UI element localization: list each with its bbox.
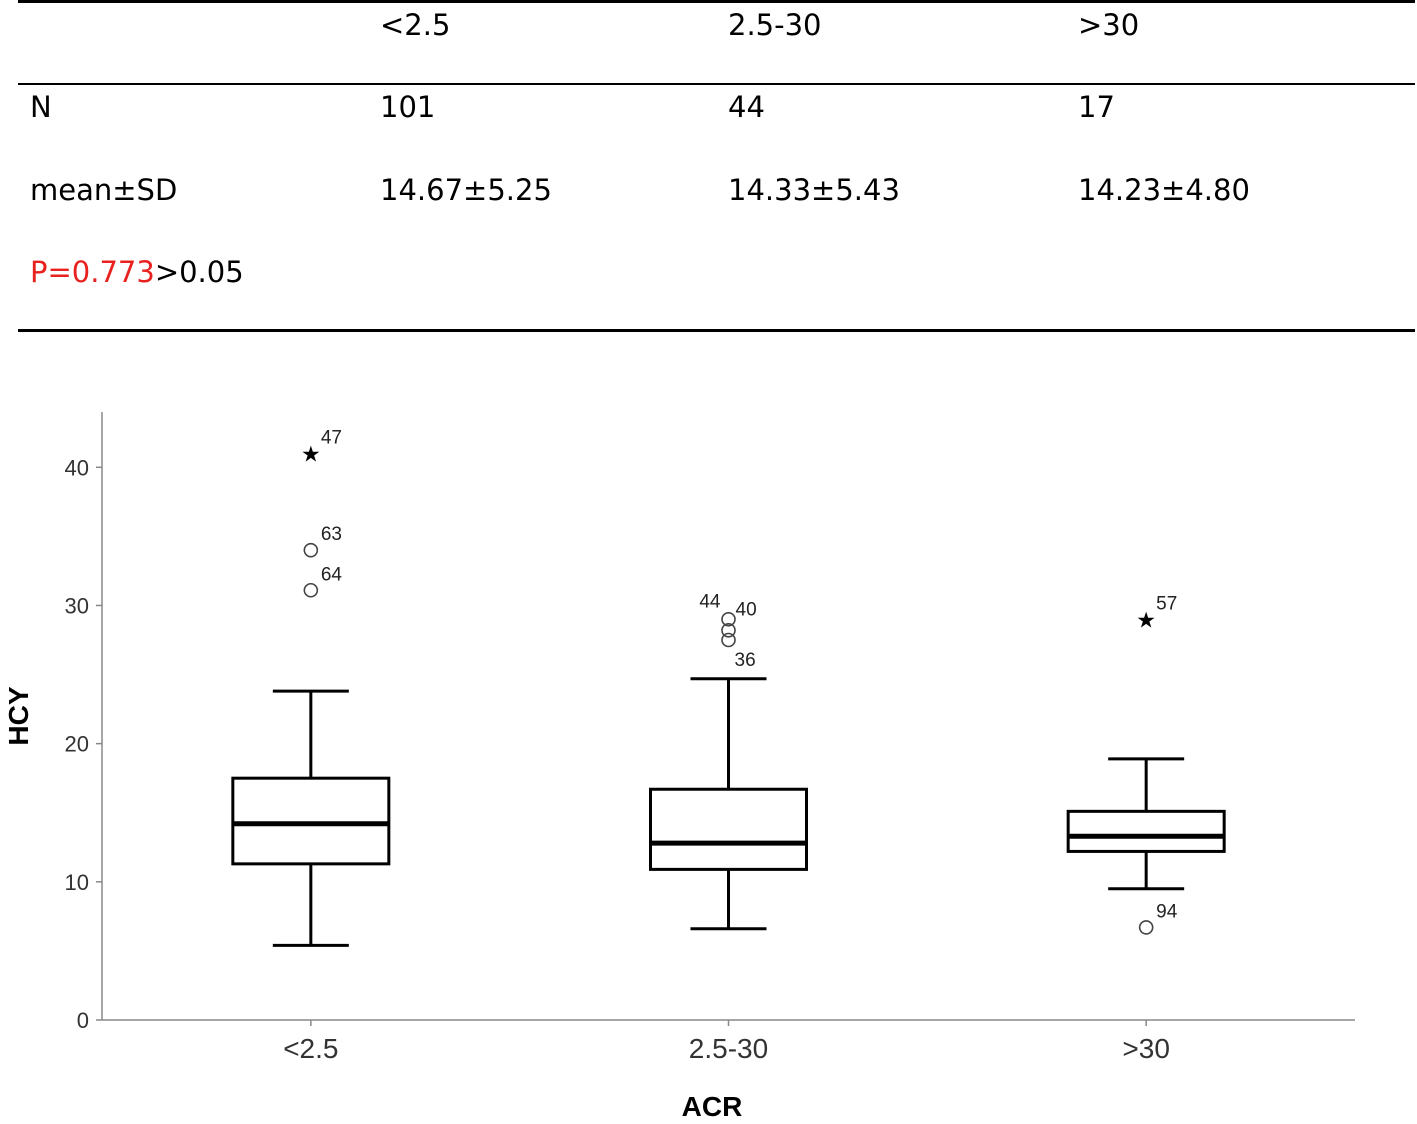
outlier-circle [721,632,736,648]
x-tick-label: 2.5-30 [689,1033,768,1064]
table-top-rule [18,0,1415,3]
x-tick-label: >30 [1122,1033,1170,1064]
iqr-box [649,787,808,871]
table-cell: 101 [380,90,436,124]
y-tick-label: 20 [65,732,89,757]
chart-axes: 0 10 20 30 40 <2.5 2.5-30 >30 [65,412,1355,1064]
outlier-label: 63 [321,524,342,545]
outlier-circle [303,542,319,558]
outlier-label: 47 [321,427,342,448]
x-axis-label: ACR [682,1091,743,1122]
extreme-outlier-star: ★ [301,441,321,466]
outlier-label: 40 [736,599,757,620]
table-header-rule [18,83,1415,85]
table-cell: 17 [1078,90,1115,124]
box-group: 44 40 36 [649,591,808,931]
box-group: ★47 63 64 [231,427,391,947]
y-axis-label: HCY [3,686,34,745]
row-label-mean-sd: mean±SD [30,173,178,207]
table-header-cell: 2.5-30 [728,8,822,42]
table-header-cell: >30 [1078,8,1140,42]
box-group: ★57 94 [1066,593,1226,935]
summary-table: <2.5 2.5-30 >30 N 101 44 17 mean±SD 14.6… [0,0,1417,340]
table-cell: 14.23±4.80 [1078,173,1250,207]
table-cell: 44 [728,90,765,124]
table-bottom-rule [18,329,1415,332]
table-cell: 14.67±5.25 [380,173,552,207]
y-tick-label: 40 [65,455,89,480]
x-tick-label: <2.5 [283,1033,338,1064]
p-compare: >0.05 [154,255,244,289]
outlier-circle [303,582,319,598]
outlier-circle [1138,920,1154,935]
outlier-label: 64 [321,564,343,585]
outlier-label: 94 [1156,901,1178,922]
y-tick-label: 10 [65,870,89,895]
outlier-circle [721,611,736,627]
outlier-circle [721,623,736,638]
y-tick-label: 0 [77,1008,89,1033]
y-tick-label: 30 [65,593,89,618]
outlier-label: 44 [699,591,721,612]
outlier-label: 57 [1156,593,1177,614]
outlier-label: 36 [735,650,756,671]
p-value-note: P=0.773>0.05 [30,255,244,289]
iqr-box [231,776,391,866]
extreme-outlier-star: ★ [1136,607,1156,632]
table-header-cell: <2.5 [380,8,451,42]
p-value: P=0.773 [30,255,155,289]
iqr-box [1066,809,1226,853]
table-cell: 14.33±5.43 [728,173,900,207]
row-label-n: N [30,90,52,124]
